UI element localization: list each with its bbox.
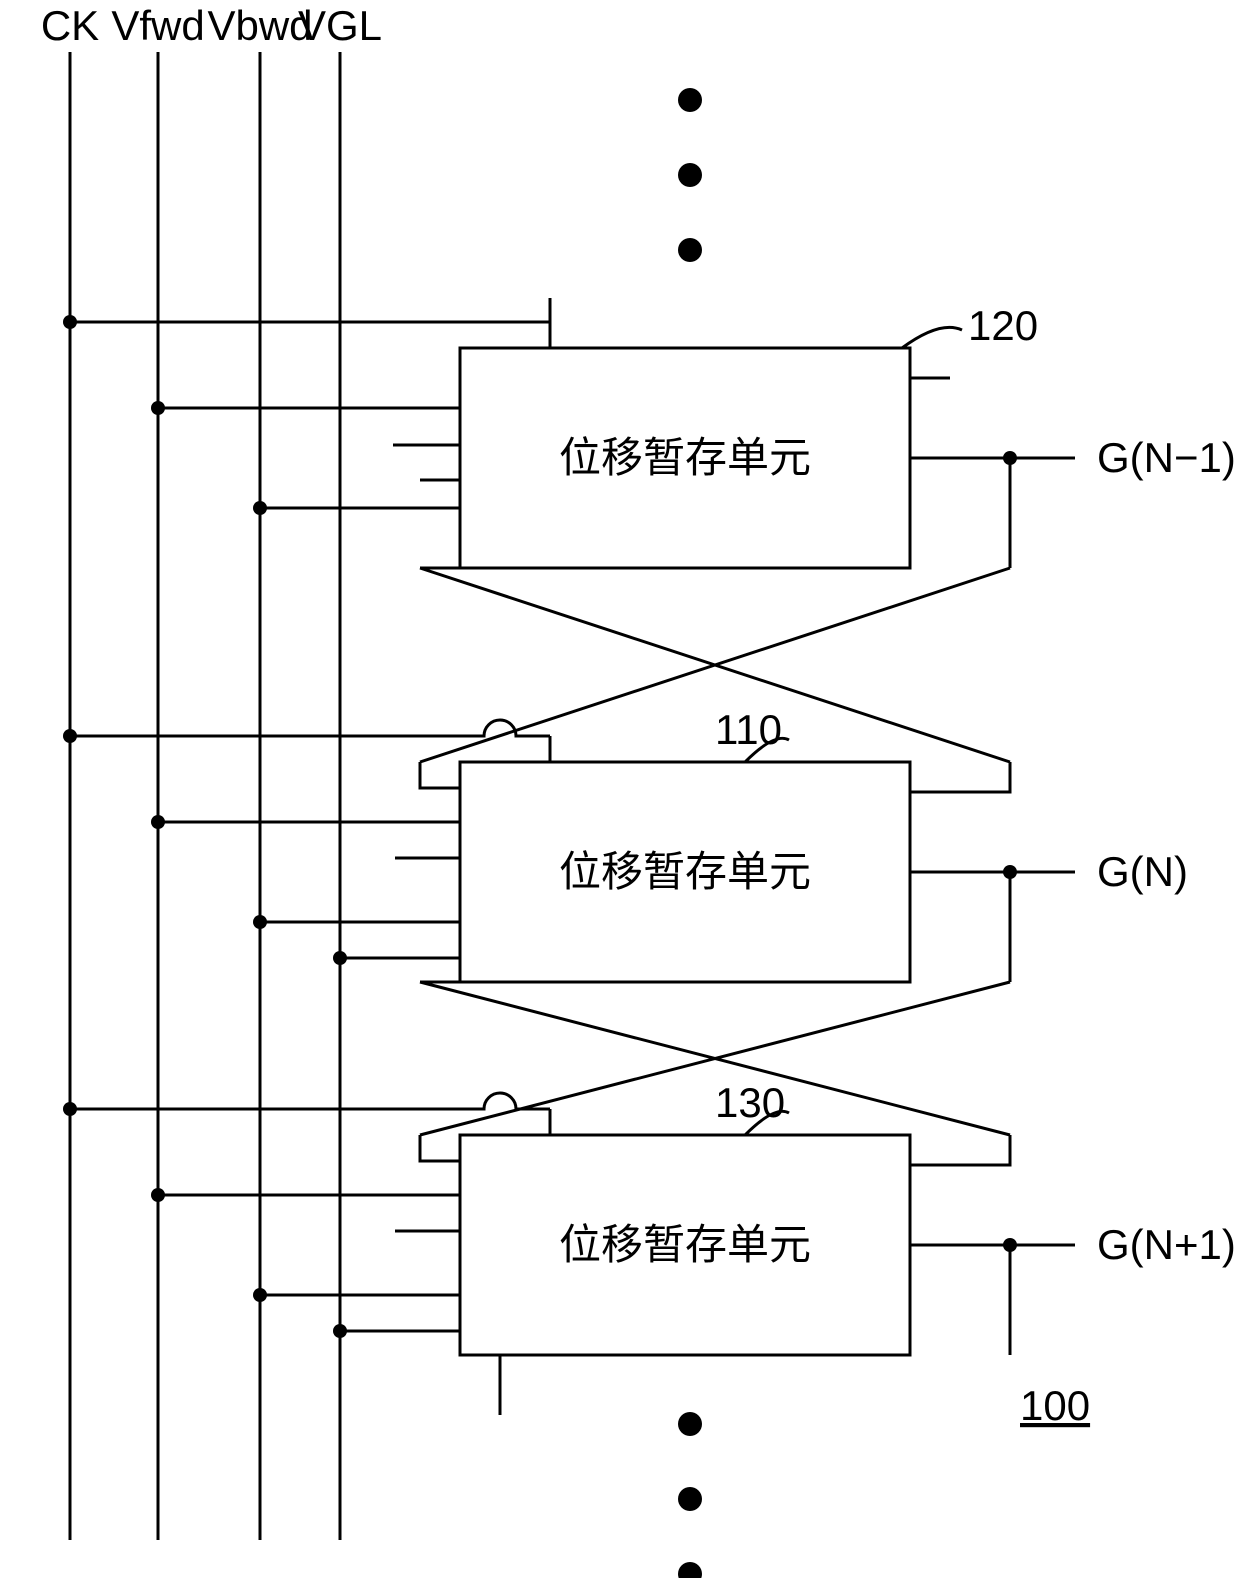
ref-label: 120 bbox=[968, 302, 1038, 349]
shift-register-bottom: 位移暂存单元 bbox=[460, 1135, 910, 1355]
tap-wire bbox=[70, 322, 550, 348]
shift-register-label: 位移暂存单元 bbox=[559, 434, 811, 481]
tap-junction bbox=[253, 1288, 267, 1302]
ellipsis-dot bbox=[678, 238, 702, 262]
cross-wire bbox=[420, 1135, 460, 1161]
figure-ref: 100 bbox=[1020, 1382, 1090, 1429]
tap-junction bbox=[253, 915, 267, 929]
label-vfwd: Vfwd bbox=[111, 2, 204, 49]
output-label: G(N) bbox=[1097, 848, 1188, 895]
shift-register-top: 位移暂存单元 bbox=[460, 348, 910, 568]
label-vbwd: Vbwd bbox=[207, 2, 312, 49]
tap-junction bbox=[151, 815, 165, 829]
output-label: G(N−1) bbox=[1097, 434, 1236, 481]
tap-wire bbox=[70, 1093, 550, 1135]
output-label: G(N+1) bbox=[1097, 1221, 1236, 1268]
cross-wire bbox=[910, 1135, 1010, 1165]
tap-junction bbox=[151, 401, 165, 415]
ref-leader bbox=[902, 327, 962, 348]
ref-label: 110 bbox=[715, 706, 782, 753]
ellipsis-dot bbox=[678, 163, 702, 187]
ellipsis-dot bbox=[678, 1412, 702, 1436]
shift-register-middle: 位移暂存单元 bbox=[460, 762, 910, 982]
tap-junction bbox=[253, 501, 267, 515]
tap-junction bbox=[151, 1188, 165, 1202]
ellipsis-dot bbox=[678, 1562, 702, 1578]
cross-wire bbox=[420, 762, 460, 788]
shift-register-label: 位移暂存单元 bbox=[559, 1221, 811, 1268]
ellipsis-dot bbox=[678, 88, 702, 112]
label-vgl: VGL bbox=[298, 2, 382, 49]
ellipsis-dot bbox=[678, 1487, 702, 1511]
tap-wire bbox=[70, 720, 550, 762]
label-ck: CK bbox=[41, 2, 99, 49]
ref-label: 130 bbox=[715, 1079, 785, 1126]
tap-junction bbox=[333, 1324, 347, 1338]
cross-wire bbox=[910, 762, 1010, 792]
tap-junction bbox=[333, 951, 347, 965]
shift-register-label: 位移暂存单元 bbox=[559, 848, 811, 895]
